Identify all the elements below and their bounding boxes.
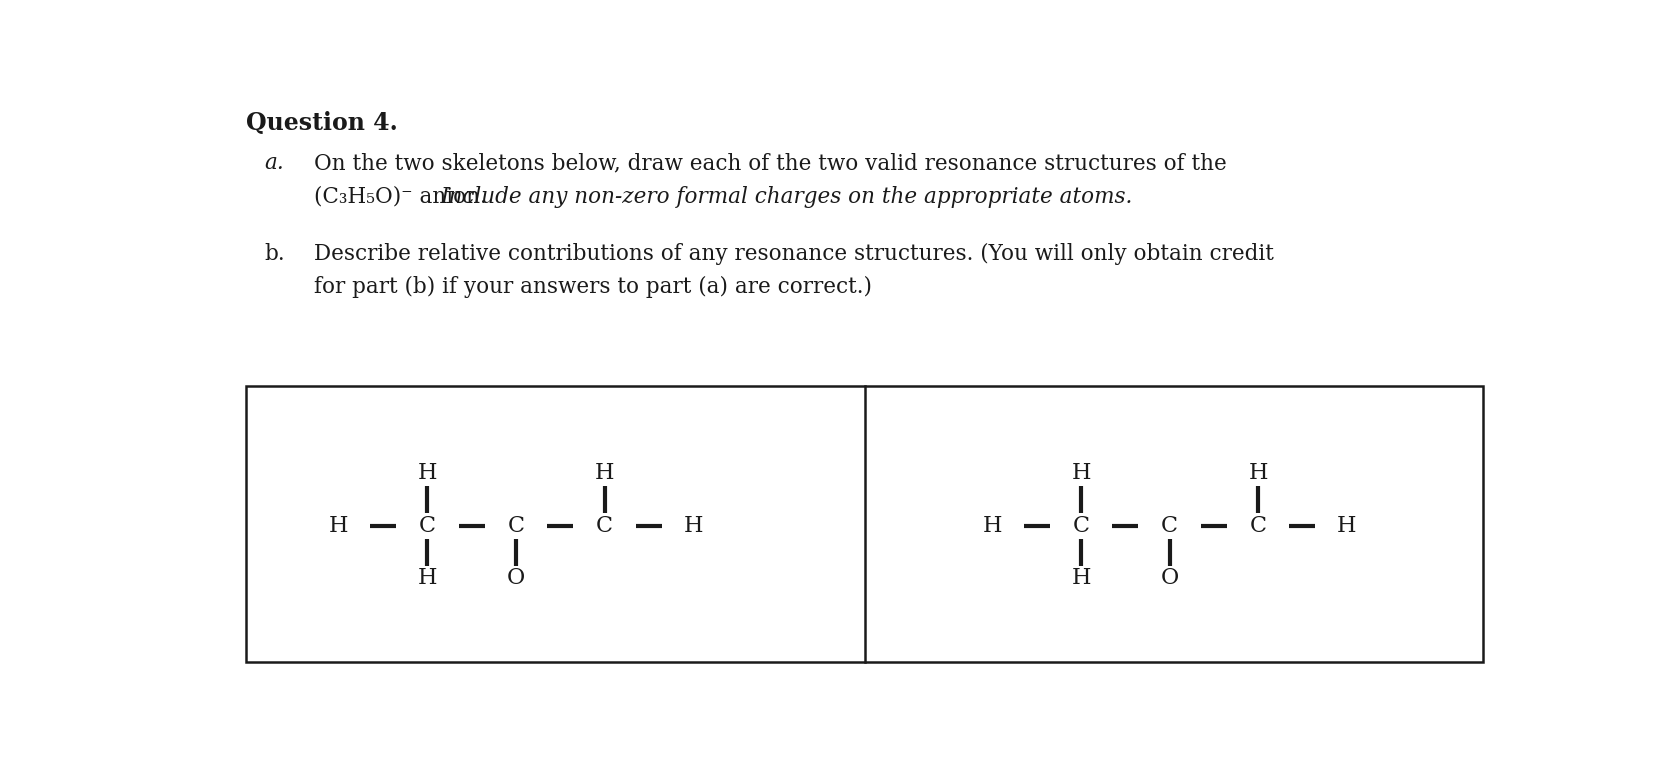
Text: H: H [418, 462, 437, 484]
Text: C: C [596, 515, 613, 537]
Text: for part (b) if your answers to part (a) are correct.): for part (b) if your answers to part (a)… [314, 276, 872, 298]
Text: Question 4.: Question 4. [247, 111, 398, 136]
Text: H: H [418, 567, 437, 589]
Text: C: C [1250, 515, 1267, 537]
Text: H: H [595, 462, 615, 484]
Text: C: C [1072, 515, 1090, 537]
Text: H: H [329, 515, 349, 537]
Text: O: O [1161, 567, 1179, 589]
Text: b.: b. [265, 243, 286, 265]
Text: H: H [983, 515, 1003, 537]
Text: H: H [684, 515, 702, 537]
Text: H: H [1337, 515, 1356, 537]
Text: H: H [1072, 462, 1090, 484]
Text: On the two skeletons below, draw each of the two valid resonance structures of t: On the two skeletons below, draw each of… [314, 152, 1226, 174]
Bar [247, 386, 1483, 662]
Text: a.: a. [265, 152, 284, 174]
Text: Include any non-zero formal charges on the appropriate atoms.: Include any non-zero formal charges on t… [440, 186, 1132, 208]
Text: C: C [418, 515, 435, 537]
Text: O: O [507, 567, 526, 589]
Text: H: H [1072, 567, 1090, 589]
Text: C: C [507, 515, 524, 537]
Text: Describe relative contributions of any resonance structures. (You will only obta: Describe relative contributions of any r… [314, 243, 1273, 265]
Text: C: C [1161, 515, 1178, 537]
Text: H: H [1248, 462, 1268, 484]
Text: (C₃H₅O)⁻ anion.: (C₃H₅O)⁻ anion. [314, 186, 494, 208]
